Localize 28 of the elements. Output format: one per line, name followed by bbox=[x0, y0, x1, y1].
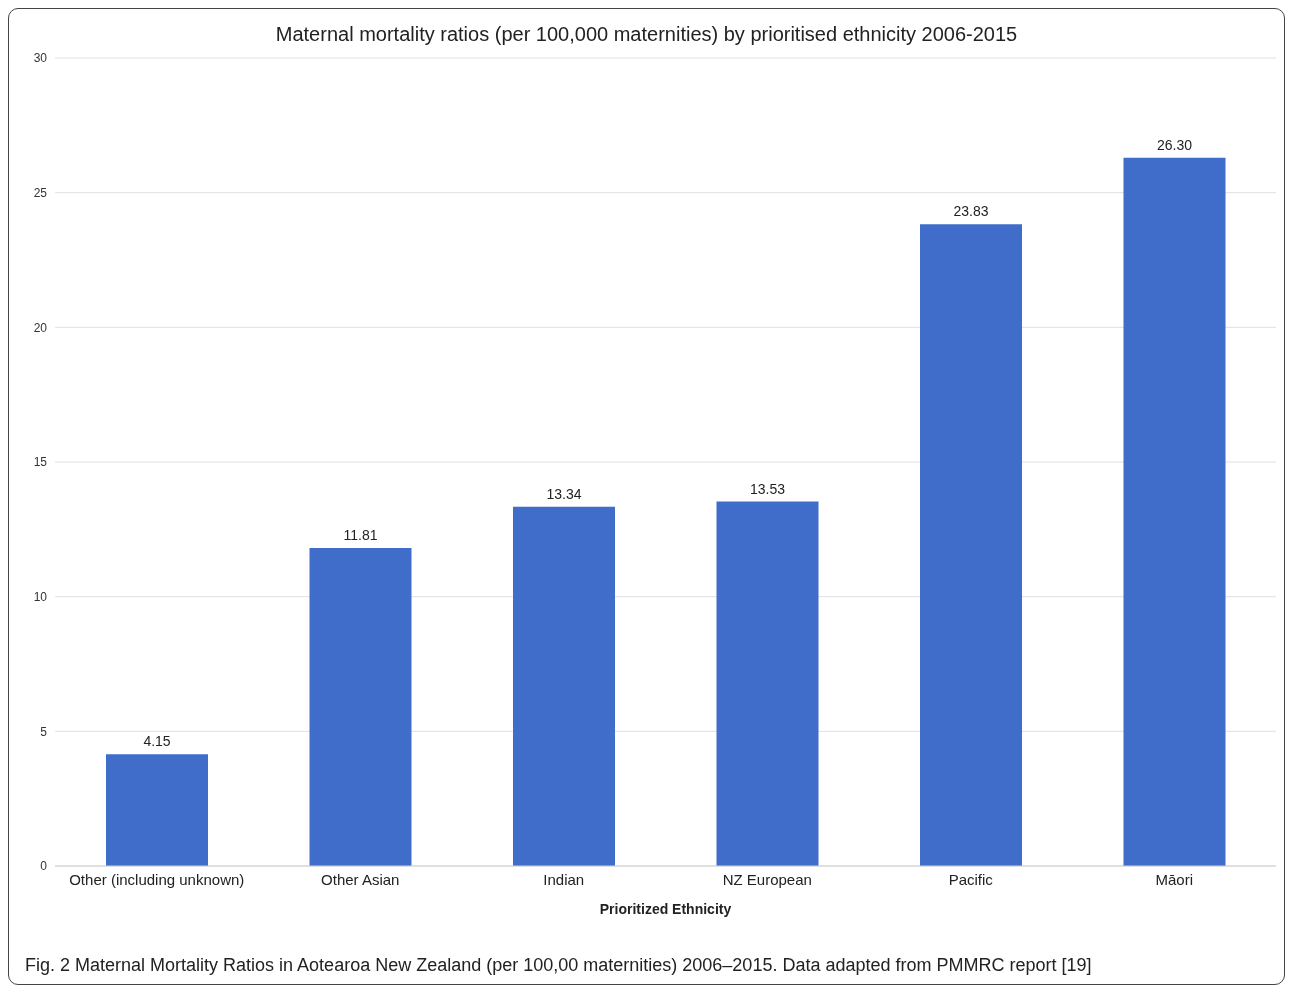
caption: Fig. 2 Maternal Mortality Ratios in Aotearoa New Zealand (per 100,00 maternities) 2006–2015. Data adapted from PMMRC report [19] bbox=[25, 955, 1092, 976]
data-label: 4.15 bbox=[143, 733, 171, 750]
bar bbox=[106, 754, 208, 866]
data-label: 23.83 bbox=[953, 203, 989, 220]
bar bbox=[513, 506, 615, 866]
y-tick-label: 5 bbox=[40, 724, 48, 739]
bar bbox=[716, 501, 819, 866]
bar bbox=[920, 224, 1022, 866]
x-tick-label: Other (including unknown) bbox=[69, 870, 245, 888]
x-tick-label: Māori bbox=[1155, 870, 1194, 888]
data-label: 11.81 bbox=[343, 526, 378, 543]
x-tick-label: Indian bbox=[543, 870, 585, 888]
x-tick-label: Pacific bbox=[948, 870, 994, 888]
y-tick-label: 0 bbox=[40, 859, 48, 874]
y-tick-label: 15 bbox=[33, 455, 48, 470]
bar bbox=[309, 547, 412, 866]
data-label: 13.53 bbox=[749, 480, 786, 497]
x-axis-title: Prioritized Ethnicity bbox=[599, 901, 732, 917]
y-tick-label: 20 bbox=[33, 320, 48, 335]
chart-title: Maternal mortality ratios (per 100,000 maternities) by prioritised ethnicity 2006-2015 bbox=[274, 23, 1019, 46]
y-tick-label: 30 bbox=[33, 51, 48, 66]
x-tick-label: NZ European bbox=[722, 870, 812, 888]
x-tick-label: Other Asian bbox=[321, 870, 400, 888]
data-label: 26.30 bbox=[1156, 136, 1193, 153]
y-tick-label: 25 bbox=[33, 185, 48, 200]
bar bbox=[1123, 157, 1226, 866]
data-label: 13.34 bbox=[546, 485, 582, 502]
y-tick-label: 10 bbox=[33, 589, 48, 604]
